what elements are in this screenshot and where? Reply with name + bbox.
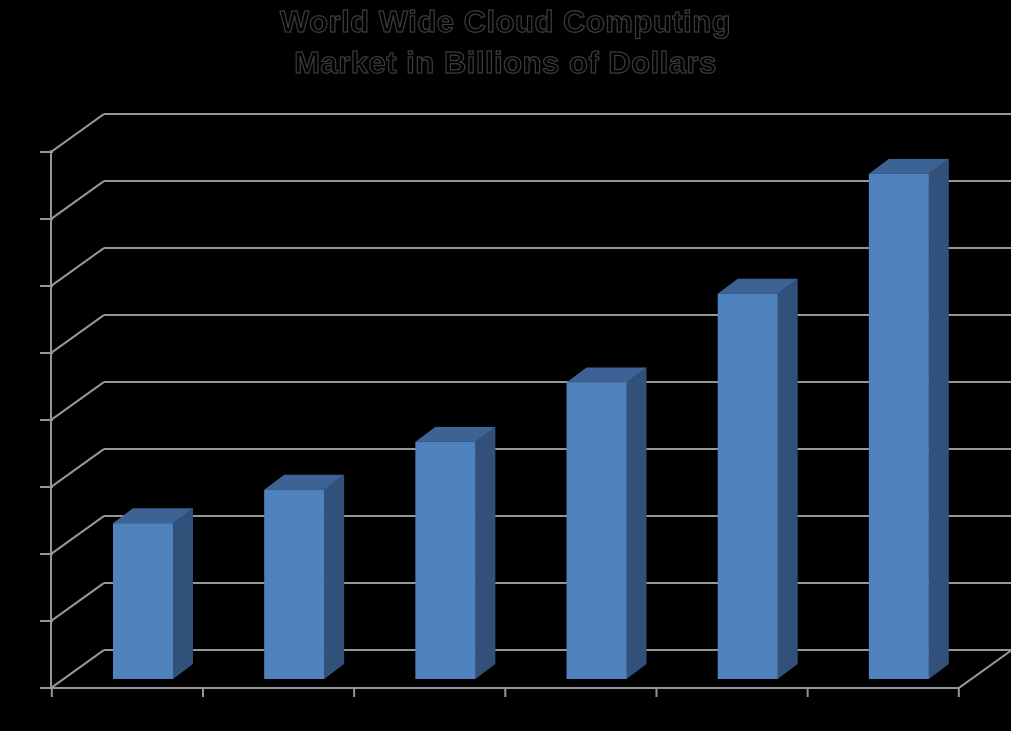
bar-side-face — [626, 367, 647, 679]
bar-side-face — [324, 474, 345, 679]
bar-front-face — [113, 523, 173, 679]
floor-right-edge — [958, 649, 1011, 689]
gridline-depth — [50, 381, 105, 421]
gridline-depth — [50, 515, 105, 555]
bar-top-face — [868, 158, 949, 174]
bar-front-face — [264, 489, 325, 679]
bar-1 — [113, 508, 193, 679]
gridline-depth — [50, 314, 105, 354]
bar-front-face — [415, 441, 476, 679]
chart-title-line2: Market in Billions of Dollars — [294, 44, 717, 80]
gridline-depth — [50, 113, 105, 153]
chart-title: World Wide Cloud Computing Market in Bil… — [0, 1, 1011, 83]
bar-4 — [566, 367, 647, 679]
gridline-depth — [50, 180, 105, 220]
bar-side-face — [475, 426, 496, 679]
gridline-depth — [50, 582, 105, 622]
bar-front-face — [566, 382, 627, 679]
bar-top-face — [113, 508, 193, 524]
bar-5 — [717, 278, 798, 679]
bar-side-face — [928, 158, 949, 679]
bar-top-face — [717, 278, 798, 294]
bar-top-face — [415, 426, 496, 442]
chart-title-line1: World Wide Cloud Computing — [279, 3, 732, 39]
bar-front-face — [717, 293, 778, 679]
bar-top-face — [264, 474, 345, 490]
gridline-depth — [50, 649, 105, 689]
bar-front-face — [868, 173, 929, 679]
bar-2 — [264, 474, 345, 679]
bar-3 — [415, 426, 496, 679]
gridline-depth — [50, 247, 105, 287]
bar-6 — [868, 158, 949, 679]
bar-side-face — [777, 278, 798, 679]
gridline-depth — [50, 448, 105, 488]
bar-side-face — [173, 508, 193, 679]
bar-top-face — [566, 367, 647, 383]
